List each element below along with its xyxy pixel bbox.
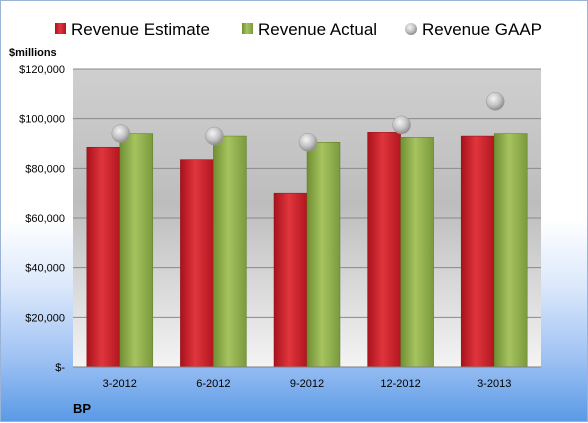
x-tick-label: 12-2012 <box>380 378 420 390</box>
gaap-markers <box>111 92 505 152</box>
company-label: BP <box>73 401 91 416</box>
legend: Revenue Estimate Revenue Actual Revenue … <box>55 20 542 39</box>
bar-revenue-estimate <box>460 135 495 368</box>
x-tick-label: 3-2013 <box>477 378 511 390</box>
bar-revenue-actual <box>306 142 341 368</box>
legend-swatch-revenue-actual <box>242 23 253 34</box>
bar-revenue-estimate <box>367 132 401 368</box>
x-tick-label: 6-2012 <box>196 378 230 390</box>
marker-revenue-gaap <box>205 126 224 146</box>
marker-revenue-gaap <box>111 124 131 143</box>
bar-revenue-estimate <box>86 146 121 368</box>
marker-revenue-gaap <box>298 133 318 152</box>
bar-revenue-estimate <box>273 192 308 368</box>
y-axis-unit-label: $millions <box>9 47 57 59</box>
y-tick-label: $60,000 <box>25 213 65 225</box>
bar-revenue-estimate <box>180 159 214 368</box>
y-tick-label: $100,000 <box>19 114 65 126</box>
bar-revenue-actual <box>400 137 434 368</box>
x-axis-ticks: 3-2012 6-2012 9-2012 12-2012 3-2013 <box>103 378 512 390</box>
legend-label-revenue-gaap: Revenue GAAP <box>422 20 542 39</box>
bar-revenue-actual <box>213 135 247 368</box>
y-tick-label: $80,000 <box>25 163 65 175</box>
bar-revenue-actual <box>493 133 528 368</box>
legend-label-revenue-actual: Revenue Actual <box>258 20 377 39</box>
y-axis-ticks: $- $20,000 $40,000 $60,000 $80,000 $100,000 $1… <box>19 64 65 374</box>
y-tick-label: $20,000 <box>25 312 65 324</box>
y-tick-label: $40,000 <box>25 263 65 275</box>
x-tick-label: 3-2012 <box>103 378 137 390</box>
bars <box>86 132 528 368</box>
y-tick-label: $- <box>55 362 65 374</box>
legend-marker-revenue-gaap <box>405 23 417 35</box>
x-tick-label: 9-2012 <box>290 378 324 390</box>
marker-revenue-gaap <box>485 92 505 111</box>
bar-revenue-actual <box>119 133 154 368</box>
marker-revenue-gaap <box>392 115 411 135</box>
y-tick-label: $120,000 <box>19 64 65 76</box>
legend-swatch-revenue-estimate <box>55 23 66 34</box>
legend-label-revenue-estimate: Revenue Estimate <box>71 20 210 39</box>
